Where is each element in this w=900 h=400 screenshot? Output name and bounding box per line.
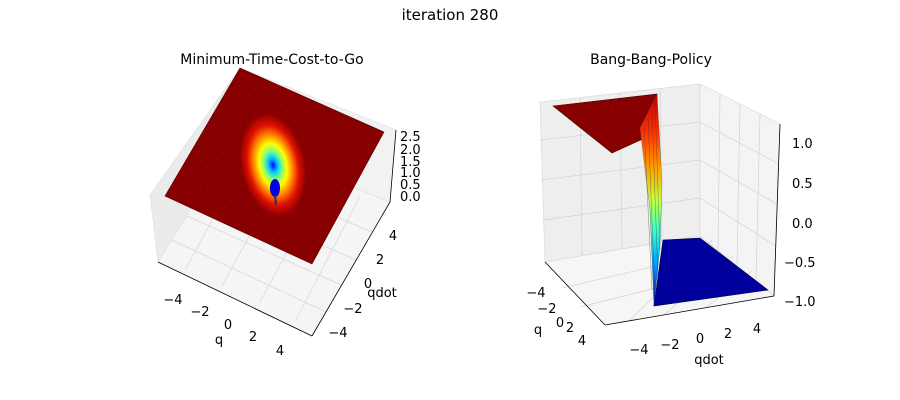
cost-z-tick: 2.0	[400, 143, 421, 158]
cost-z-tick: 0.0	[400, 190, 421, 205]
policy-panel: Bang-Bang-Policy	[526, 52, 815, 368]
policy-q-tick: 0	[556, 316, 564, 331]
policy-qdot-tick: 0	[696, 332, 704, 347]
cost-q-tick: −2	[190, 305, 209, 320]
policy-z-axis	[773, 123, 781, 297]
cost-surface-minimum	[270, 179, 280, 197]
policy-wall-lines	[643, 101, 661, 301]
policy-z-tick: −1.0	[784, 295, 816, 310]
policy-qdot-tick: 4	[753, 322, 761, 337]
cost-q-label: q	[215, 333, 223, 348]
policy-q-tick: −2	[537, 302, 556, 317]
cost-qdot-tick: 4	[389, 229, 397, 244]
cost-z-tick: 1.0	[400, 166, 421, 181]
cost-qdot-tick: −2	[343, 302, 362, 317]
cost-q-ticks: −4 −2 0 2 4	[163, 293, 284, 359]
cost-z-tick: 0.5	[400, 178, 421, 193]
cost-q-axis	[157, 261, 313, 337]
policy-q-ticks: −4 −2 0 2 4	[526, 286, 586, 349]
policy-qdot-tick: −4	[629, 343, 648, 358]
cost-z-tick: 1.5	[400, 155, 421, 170]
policy-z-ticks: 1.0 0.5 0.0 −0.5 −1.0	[784, 137, 816, 310]
policy-q-tick: 2	[566, 321, 574, 336]
cost-qdot-label: qdot	[367, 286, 397, 301]
policy-z-tick: −0.5	[784, 256, 816, 271]
policy-qdot-label: qdot	[694, 353, 724, 368]
cost-q-tick: 0	[224, 318, 232, 333]
policy-q-axis	[544, 261, 606, 326]
cost-q-tick: −4	[163, 293, 182, 308]
policy-qdot-ticks: −4 −2 0 2 4	[629, 322, 761, 358]
policy-qdot-axis	[604, 295, 775, 326]
policy-qdot-tick: 2	[724, 327, 732, 342]
cost-surface-basin	[239, 113, 307, 217]
policy-panel-title: Bang-Bang-Policy	[590, 52, 712, 68]
policy-q-label: q	[534, 323, 542, 338]
policy-q-tick: 4	[578, 334, 586, 349]
cost-qdot-ticks: −4 −2 0 2 4	[328, 229, 397, 341]
figure-title: iteration 280	[402, 6, 499, 24]
cost-z-tick: 2.5	[400, 130, 421, 145]
policy-qdot-tick: −2	[660, 338, 679, 353]
cost-q-tick: 4	[276, 344, 284, 359]
policy-z-tick: 1.0	[792, 137, 813, 152]
cost-qdot-tick: 2	[376, 253, 384, 268]
policy-z-tick: 0.0	[792, 217, 813, 232]
cost-qdot-tick: −4	[328, 326, 347, 341]
cost-to-go-panel: Minimum-Time-Cost-to-Go 2.5 2.0 1.5	[149, 52, 421, 359]
cost-z-ticks: 2.5 2.0 1.5 1.0 0.5 0.0	[400, 130, 421, 205]
cost-z-axis	[389, 129, 397, 203]
cost-panel-title: Minimum-Time-Cost-to-Go	[180, 52, 363, 68]
policy-z-tick: 0.5	[792, 177, 813, 192]
policy-surface-low	[653, 237, 769, 307]
cost-qdot-axis	[311, 201, 391, 337]
cost-surface-stem	[274, 194, 277, 206]
cost-qdot-tick: 0	[364, 277, 372, 292]
policy-q-tick: −4	[526, 286, 545, 301]
cost-q-tick: 2	[249, 330, 257, 345]
